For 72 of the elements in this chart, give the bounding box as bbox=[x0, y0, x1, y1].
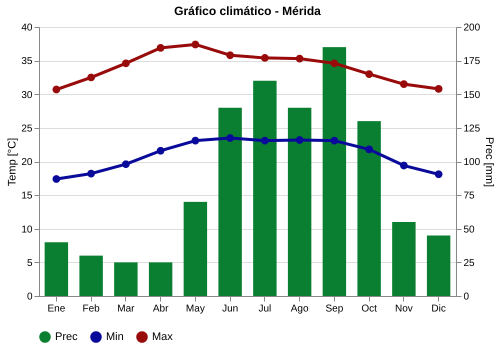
y-tick-label: 25 bbox=[21, 123, 33, 134]
y2-tick-label: 0 bbox=[464, 292, 470, 302]
point bbox=[87, 74, 95, 82]
bar bbox=[426, 235, 450, 296]
chart-title: Gráfico climático - Mérida bbox=[174, 4, 322, 18]
y2-tick-label: 50 bbox=[464, 224, 476, 236]
y2-tick-label: 25 bbox=[464, 258, 476, 269]
x-tick-label: Jul bbox=[258, 304, 272, 314]
point bbox=[226, 134, 234, 142]
x-tick-label: Ago bbox=[290, 304, 309, 314]
y-axis-title: Temp [°C] bbox=[6, 138, 18, 186]
bar bbox=[79, 256, 103, 296]
x-tick-label: Mar bbox=[117, 304, 136, 314]
y2-axis-title: Prec [mm] bbox=[483, 136, 496, 188]
y-tick-label: 5 bbox=[26, 258, 33, 269]
x-tick-label: Abr bbox=[152, 304, 170, 314]
point bbox=[226, 51, 234, 60]
bar bbox=[392, 222, 416, 296]
y2-tick-label: 150 bbox=[464, 90, 481, 101]
x-tick-label: Sep bbox=[325, 304, 344, 314]
bar bbox=[357, 121, 381, 296]
point bbox=[365, 146, 373, 154]
y-tick-label: 0 bbox=[26, 292, 33, 302]
x-tick-label: Ene bbox=[47, 304, 66, 314]
bar bbox=[184, 202, 208, 296]
point bbox=[87, 170, 95, 178]
legend-label: Min bbox=[106, 331, 124, 343]
point bbox=[400, 80, 408, 88]
y-tick-label: 40 bbox=[21, 22, 33, 34]
bar bbox=[114, 262, 138, 296]
bar bbox=[148, 262, 172, 296]
legend-label: Max bbox=[152, 331, 174, 343]
y-tick-label: 30 bbox=[21, 90, 33, 101]
point bbox=[330, 136, 338, 145]
point bbox=[365, 70, 373, 78]
point bbox=[296, 54, 304, 62]
bar bbox=[322, 47, 346, 296]
point bbox=[156, 146, 164, 155]
point bbox=[156, 44, 164, 52]
point bbox=[192, 40, 200, 48]
y2-tick-label: 125 bbox=[464, 123, 481, 134]
y2-tick-label: 100 bbox=[464, 157, 481, 168]
point bbox=[52, 86, 60, 94]
point bbox=[434, 85, 442, 93]
x-tick-label: Oct bbox=[361, 304, 378, 314]
y2-tick-label: 200 bbox=[464, 22, 481, 34]
bar bbox=[44, 242, 68, 296]
point bbox=[330, 59, 338, 68]
point bbox=[400, 162, 408, 170]
bar bbox=[288, 108, 312, 296]
x-tick-label: Dic bbox=[431, 304, 446, 314]
y-tick-label: 15 bbox=[21, 190, 33, 202]
x-tick-label: Feb bbox=[82, 304, 100, 314]
point bbox=[296, 136, 304, 144]
bar bbox=[218, 108, 242, 296]
bar bbox=[253, 80, 277, 296]
legend-label: Prec bbox=[55, 331, 78, 343]
y2-tick-label: 75 bbox=[464, 190, 476, 202]
point bbox=[434, 170, 442, 178]
x-tick-label: Jun bbox=[222, 304, 238, 314]
x-tick-label: May bbox=[186, 304, 205, 314]
x-tick-label: Nov bbox=[394, 304, 413, 314]
point bbox=[192, 136, 200, 145]
y-tick-label: 35 bbox=[21, 56, 33, 68]
point bbox=[52, 175, 60, 183]
y-tick-label: 10 bbox=[21, 224, 33, 236]
point bbox=[122, 59, 130, 68]
point bbox=[261, 136, 269, 145]
point bbox=[261, 54, 269, 62]
y-tick-label: 20 bbox=[21, 157, 33, 168]
y2-tick-label: 175 bbox=[464, 56, 481, 68]
point bbox=[122, 160, 130, 168]
